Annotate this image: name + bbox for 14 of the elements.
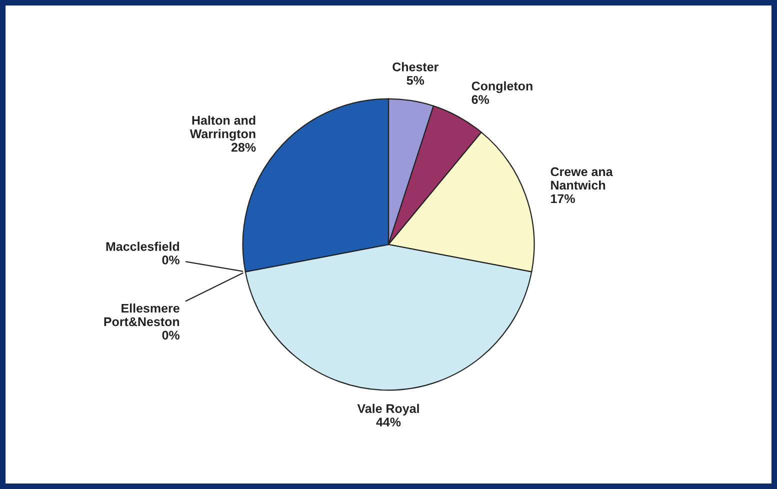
slice-label: Congleton <box>472 81 532 93</box>
slice-label: Vale Royal <box>357 404 419 416</box>
text: 0% <box>162 330 180 340</box>
text: 0% <box>162 256 180 264</box>
data-label: 5% <box>406 76 424 85</box>
slice-label: Chester <box>392 62 438 72</box>
slice-label: Halton and Warrington <box>190 116 256 141</box>
slice-label: Crewe ana Nantwich <box>550 167 613 190</box>
data-label: 6% <box>472 95 490 104</box>
data-label: 28% <box>231 142 256 152</box>
category-label: Macclesfield <box>106 242 180 251</box>
data-label: 17% <box>551 194 575 204</box>
data-label: 44% <box>376 418 401 426</box>
category-label: Ellesmere Port&Neston <box>104 304 180 326</box>
